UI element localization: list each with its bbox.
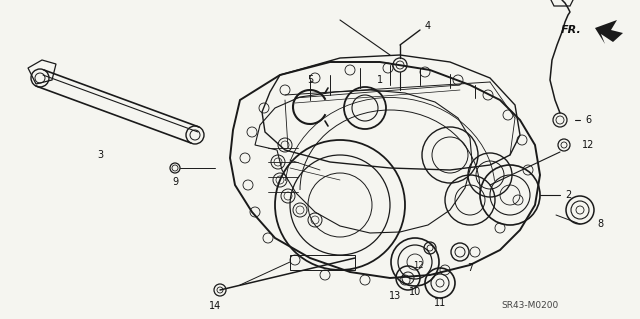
Text: 12: 12: [413, 261, 423, 270]
Text: 12: 12: [582, 140, 594, 150]
Text: 3: 3: [97, 150, 103, 160]
Polygon shape: [595, 20, 623, 44]
Text: 10: 10: [409, 287, 421, 297]
Text: 1: 1: [377, 75, 383, 85]
Text: 2: 2: [565, 190, 571, 200]
Text: 14: 14: [209, 301, 221, 311]
Text: 8: 8: [597, 219, 603, 229]
Text: 7: 7: [467, 263, 473, 273]
Text: 6: 6: [585, 115, 591, 125]
Text: 9: 9: [172, 177, 178, 187]
Text: SR43-M0200: SR43-M0200: [501, 300, 559, 309]
Text: 11: 11: [434, 298, 446, 308]
Text: FR.: FR.: [561, 25, 582, 35]
Text: 13: 13: [389, 291, 401, 301]
Text: 5: 5: [307, 75, 313, 85]
Text: 4: 4: [425, 21, 431, 31]
